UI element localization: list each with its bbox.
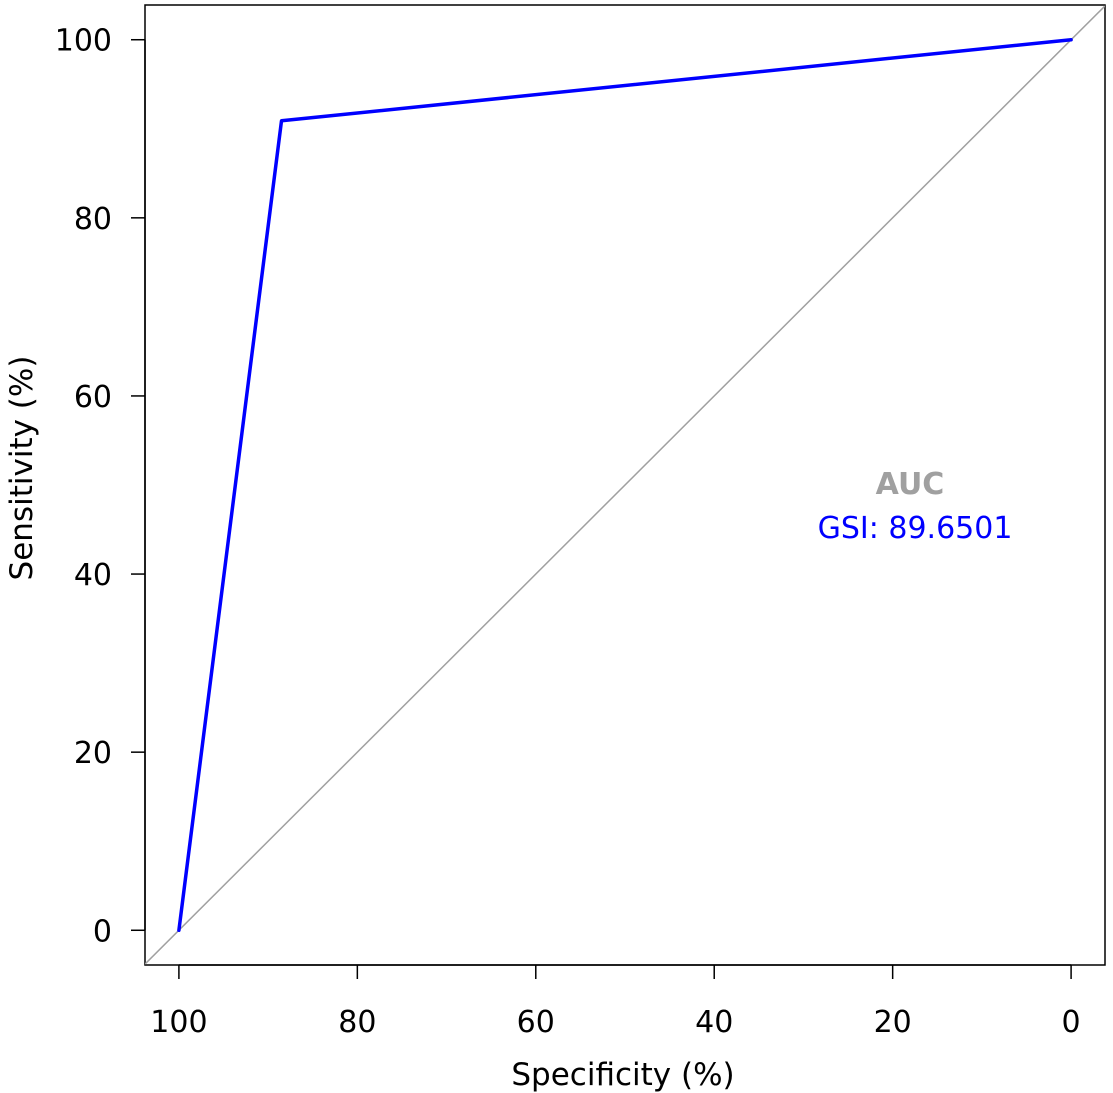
- y-axis: 0 20 40 60 80 100: [55, 24, 146, 949]
- y-tick-label: 100: [55, 24, 112, 59]
- y-tick-label: 0: [93, 914, 112, 949]
- y-axis-title: Sensitivity (%): [4, 356, 40, 581]
- y-tick-label: 60: [74, 380, 112, 415]
- x-tick-label: 60: [517, 1005, 555, 1040]
- x-tick-label: 80: [338, 1005, 376, 1040]
- auc-legend-entry: GSI: 89.6501: [818, 511, 1013, 546]
- x-tick-label: 0: [1062, 1005, 1081, 1040]
- auc-legend: AUC GSI: 89.6501: [818, 467, 1013, 546]
- auc-legend-title: AUC: [876, 467, 945, 502]
- x-axis: 100 80 60 40 20 0: [150, 964, 1081, 1040]
- x-axis-title: Specificity (%): [511, 1057, 734, 1093]
- y-tick-label: 80: [74, 202, 112, 237]
- y-tick-label: 40: [74, 558, 112, 593]
- reference-diagonal: [145, 5, 1105, 965]
- roc-series: [177, 37, 1073, 933]
- reference-line: [145, 5, 1105, 965]
- x-tick-label: 100: [150, 1005, 207, 1040]
- y-tick-label: 20: [74, 736, 112, 771]
- x-tick-label: 40: [695, 1005, 733, 1040]
- roc-curve-0: [177, 37, 1073, 933]
- x-tick-label: 20: [874, 1005, 912, 1040]
